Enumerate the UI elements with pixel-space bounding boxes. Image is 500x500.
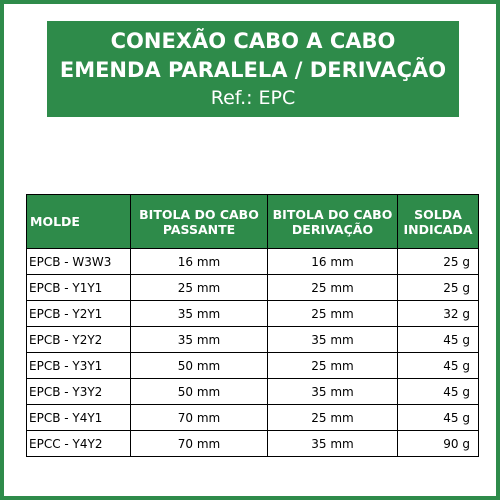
title-line-1: CONEXÃO CABO A CABO	[110, 29, 396, 53]
cell-bitola-passante: 50 mm	[130, 352, 268, 379]
table-row: EPCB - W3W3 16 mm 16 mm 25 g	[26, 248, 479, 275]
header-bitola-derivacao-line1: BITOLA DO CABO	[272, 206, 393, 222]
table-row: EPCB - Y2Y1 35 mm 25 mm 32 g	[26, 300, 479, 327]
cell-molde: EPCB - Y2Y1	[26, 300, 131, 327]
cell-bitola-passante: 16 mm	[130, 248, 268, 275]
reference-code: Ref.: EPC	[210, 87, 296, 109]
cell-bitola-passante: 70 mm	[130, 404, 268, 431]
cell-molde: EPCB - Y4Y1	[26, 404, 131, 431]
cell-bitola-passante: 35 mm	[130, 326, 268, 353]
header-molde-label: MOLDE	[30, 214, 80, 229]
cell-molde: EPCB - Y2Y2	[26, 326, 131, 353]
header-bitola-derivacao: BITOLA DO CABO DERIVAÇÃO	[267, 194, 398, 249]
cell-bitola-passante: 70 mm	[130, 430, 268, 457]
cell-bitola-derivacao: 16 mm	[267, 248, 398, 275]
table-header-row: MOLDE BITOLA DO CABO PASSANTE BITOLA DO …	[26, 194, 479, 249]
cell-solda: 90 g	[397, 430, 479, 457]
table-row: EPCB - Y2Y2 35 mm 35 mm 45 g	[26, 326, 479, 353]
header-solda: SOLDA INDICADA	[397, 194, 479, 249]
cell-bitola-derivacao: 25 mm	[267, 274, 398, 301]
cell-bitola-derivacao: 25 mm	[267, 300, 398, 327]
table-row: EPCB - Y3Y2 50 mm 35 mm 45 g	[26, 378, 479, 405]
cell-molde: EPCB - Y1Y1	[26, 274, 131, 301]
cell-bitola-derivacao: 25 mm	[267, 352, 398, 379]
cell-solda: 45 g	[397, 378, 479, 405]
cell-solda: 25 g	[397, 248, 479, 275]
table-row: EPCB - Y1Y1 25 mm 25 mm 25 g	[26, 274, 479, 301]
cell-bitola-derivacao: 35 mm	[267, 430, 398, 457]
cell-molde: EPCB - Y3Y2	[26, 378, 131, 405]
cell-bitola-passante: 35 mm	[130, 300, 268, 327]
cell-bitola-passante: 25 mm	[130, 274, 268, 301]
cell-bitola-derivacao: 35 mm	[267, 378, 398, 405]
header-molde: MOLDE	[26, 194, 131, 249]
header-solda-line1: SOLDA	[414, 206, 462, 222]
cell-solda: 45 g	[397, 326, 479, 353]
cell-solda: 45 g	[397, 352, 479, 379]
cell-solda: 32 g	[397, 300, 479, 327]
header-bitola-passante-line1: BITOLA DO CABO	[139, 206, 259, 222]
header-bitola-derivacao-line2: DERIVAÇÃO	[291, 221, 374, 237]
cell-solda: 25 g	[397, 274, 479, 301]
table-row: EPCB - Y4Y1 70 mm 25 mm 45 g	[26, 404, 479, 431]
cell-solda: 45 g	[397, 404, 479, 431]
table-row: EPCB - Y3Y1 50 mm 25 mm 45 g	[26, 352, 479, 379]
header-bitola-passante: BITOLA DO CABO PASSANTE	[130, 194, 268, 249]
cell-bitola-derivacao: 25 mm	[267, 404, 398, 431]
cell-bitola-derivacao: 35 mm	[267, 326, 398, 353]
cell-molde: EPCB - Y3Y1	[26, 352, 131, 379]
header-bitola-passante-line2: PASSANTE	[162, 221, 236, 237]
title-line-2: EMENDA PARALELA / DERIVAÇÃO	[59, 58, 447, 82]
title-banner: CONEXÃO CABO A CABO EMENDA PARALELA / DE…	[47, 21, 459, 117]
cell-molde: EPCB - W3W3	[26, 248, 131, 275]
cell-bitola-passante: 50 mm	[130, 378, 268, 405]
specification-table: MOLDE BITOLA DO CABO PASSANTE BITOLA DO …	[26, 194, 479, 457]
cell-molde: EPCC - Y4Y2	[26, 430, 131, 457]
header-solda-line2: INDICADA	[403, 221, 473, 237]
table-row: EPCC - Y4Y2 70 mm 35 mm 90 g	[26, 430, 479, 457]
